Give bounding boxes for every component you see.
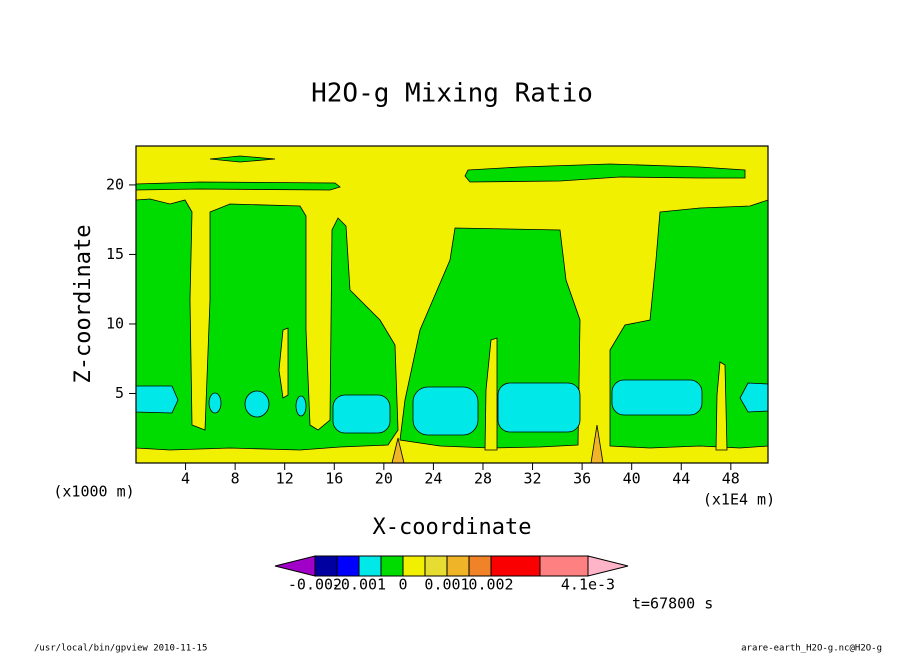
- footer-left: /usr/local/bin/gpview 2010-11-15: [34, 644, 207, 654]
- colorbar-box: [358, 555, 382, 577]
- colorbar-box: [468, 555, 492, 577]
- contour-region: [497, 382, 581, 433]
- y-axis-title: Z-coordinate: [71, 225, 96, 384]
- footer-right: arare-earth_H2O-g.nc@H2O-g: [741, 644, 882, 654]
- contour-region: [135, 385, 179, 414]
- contour-field: [135, 146, 769, 464]
- colorbar-box: [539, 555, 589, 577]
- y-tick-label: 5: [115, 384, 124, 402]
- contour-region: [244, 390, 270, 418]
- colorbar-box: [424, 555, 448, 577]
- colorbar-label: -0.002: [288, 576, 342, 594]
- x-tick-label: 28: [474, 470, 492, 488]
- x-tick-label: 44: [672, 470, 690, 488]
- x-tick-label: 36: [573, 470, 591, 488]
- contour-region: [295, 395, 307, 417]
- x-tick-label: 16: [325, 470, 343, 488]
- time-label: t=67800 s: [632, 595, 713, 613]
- x-tick-label: 20: [375, 470, 393, 488]
- x-tick-label: 48: [722, 470, 740, 488]
- x-tick-label: 32: [524, 470, 542, 488]
- contour-region: [278, 327, 289, 399]
- y-tick-label: 15: [106, 245, 124, 263]
- x-tick-label: 4: [181, 470, 190, 488]
- colorbar-label: 0.001: [424, 576, 469, 594]
- x-unit-label: (x1000 m): [53, 483, 134, 501]
- contour-region: [484, 337, 498, 451]
- colorbar-label: -0.001: [332, 576, 386, 594]
- colorbar-label: 0: [398, 576, 407, 594]
- colorbar-extend: [587, 555, 629, 577]
- colorbar-label: 0.002: [468, 576, 513, 594]
- contour-region: [135, 181, 341, 191]
- y-tick-label: 10: [106, 314, 124, 332]
- y-tick-label: 20: [106, 175, 124, 193]
- contour-region: [412, 386, 479, 436]
- plot-frame: [135, 145, 769, 464]
- contour-region: [464, 163, 746, 183]
- contour-region: [135, 198, 399, 451]
- colorbar-box: [314, 555, 338, 577]
- colorbar-box: [490, 555, 541, 577]
- colorbar-label: 4.1e-3: [561, 576, 615, 594]
- contour-region: [611, 379, 703, 416]
- x-axis-title: X-coordinate: [373, 515, 532, 540]
- x-tick-label: 8: [231, 470, 240, 488]
- colorbar-box: [380, 555, 404, 577]
- contour-region: [209, 155, 276, 163]
- x-tick-label: 12: [276, 470, 294, 488]
- colorbar-box: [446, 555, 470, 577]
- colorbar-box: [336, 555, 360, 577]
- chart-title: H2O-g Mixing Ratio: [311, 79, 593, 109]
- x-tick-label: 40: [623, 470, 641, 488]
- contour-region: [208, 392, 222, 414]
- contour-region: [715, 361, 728, 451]
- contour-region: [332, 394, 391, 434]
- x-unit-label: (x1E4 m): [703, 491, 775, 509]
- colorbar-extend: [274, 555, 316, 577]
- x-tick-label: 24: [424, 470, 442, 488]
- colorbar-box: [402, 555, 426, 577]
